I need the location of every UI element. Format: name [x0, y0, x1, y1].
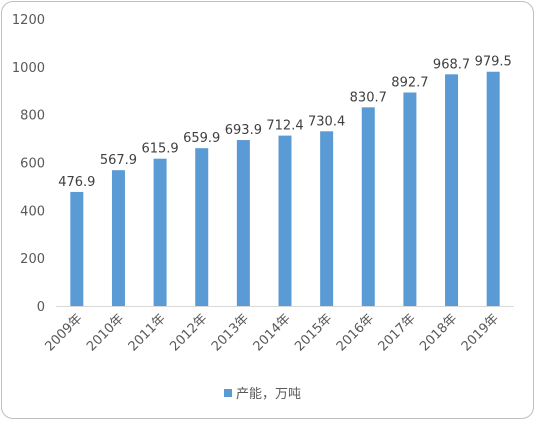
y-tick-label: 1200 — [12, 13, 45, 28]
legend-label: 产能，万吨 — [236, 387, 301, 402]
x-tick-label: 2014年 — [251, 311, 294, 354]
bars — [70, 71, 500, 307]
x-tick-label: 2016年 — [334, 311, 377, 354]
y-axis-ticks: 0 200 400 600 800 1000 1200 — [12, 13, 45, 315]
x-tick-label: 2015年 — [292, 311, 335, 354]
bar — [153, 158, 167, 306]
data-label: 730.4 — [308, 114, 345, 129]
bar — [236, 140, 250, 306]
data-label: 476.9 — [58, 175, 95, 190]
x-tick-label: 2009年 — [42, 311, 85, 354]
bar — [320, 131, 334, 306]
x-tick-label: 2018年 — [417, 311, 460, 354]
x-tick-label: 2012年 — [167, 311, 210, 354]
bar — [70, 191, 84, 306]
bar — [195, 148, 209, 306]
bar — [278, 135, 292, 306]
bar — [111, 170, 125, 306]
y-tick-label: 800 — [20, 109, 45, 124]
bar — [361, 107, 375, 306]
x-tick-label: 2019年 — [459, 311, 502, 354]
legend: 产能，万吨 — [224, 387, 301, 402]
data-label: 615.9 — [141, 142, 178, 157]
data-label: 830.7 — [350, 90, 387, 105]
legend-swatch — [224, 389, 232, 397]
data-label: 892.7 — [391, 75, 428, 90]
x-tick-label: 2017年 — [376, 311, 419, 354]
y-tick-label: 400 — [20, 204, 45, 219]
data-labels: 476.9 567.9 615.9 659.9 693.9 712.4 730.4 830.7… — [58, 55, 512, 190]
y-tick-label: 0 — [37, 300, 45, 315]
bar — [403, 92, 417, 307]
y-tick-label: 200 — [20, 252, 45, 267]
y-tick-label: 1000 — [12, 61, 45, 76]
data-label: 979.5 — [475, 55, 512, 70]
data-label: 567.9 — [100, 153, 137, 168]
data-label: 693.9 — [225, 123, 262, 138]
x-tick-label: 2013年 — [209, 311, 252, 354]
x-tick-label: 2011年 — [126, 311, 169, 354]
bar — [486, 71, 500, 306]
data-label: 712.4 — [266, 119, 303, 134]
data-label: 659.9 — [183, 131, 220, 146]
x-axis-ticks: 2009年2010年2011年2012年2013年2014年2015年2016年… — [42, 311, 502, 354]
x-tick-label: 2010年 — [84, 311, 127, 354]
bar — [445, 74, 459, 307]
data-label: 968.7 — [433, 57, 470, 72]
y-tick-label: 600 — [20, 157, 45, 172]
